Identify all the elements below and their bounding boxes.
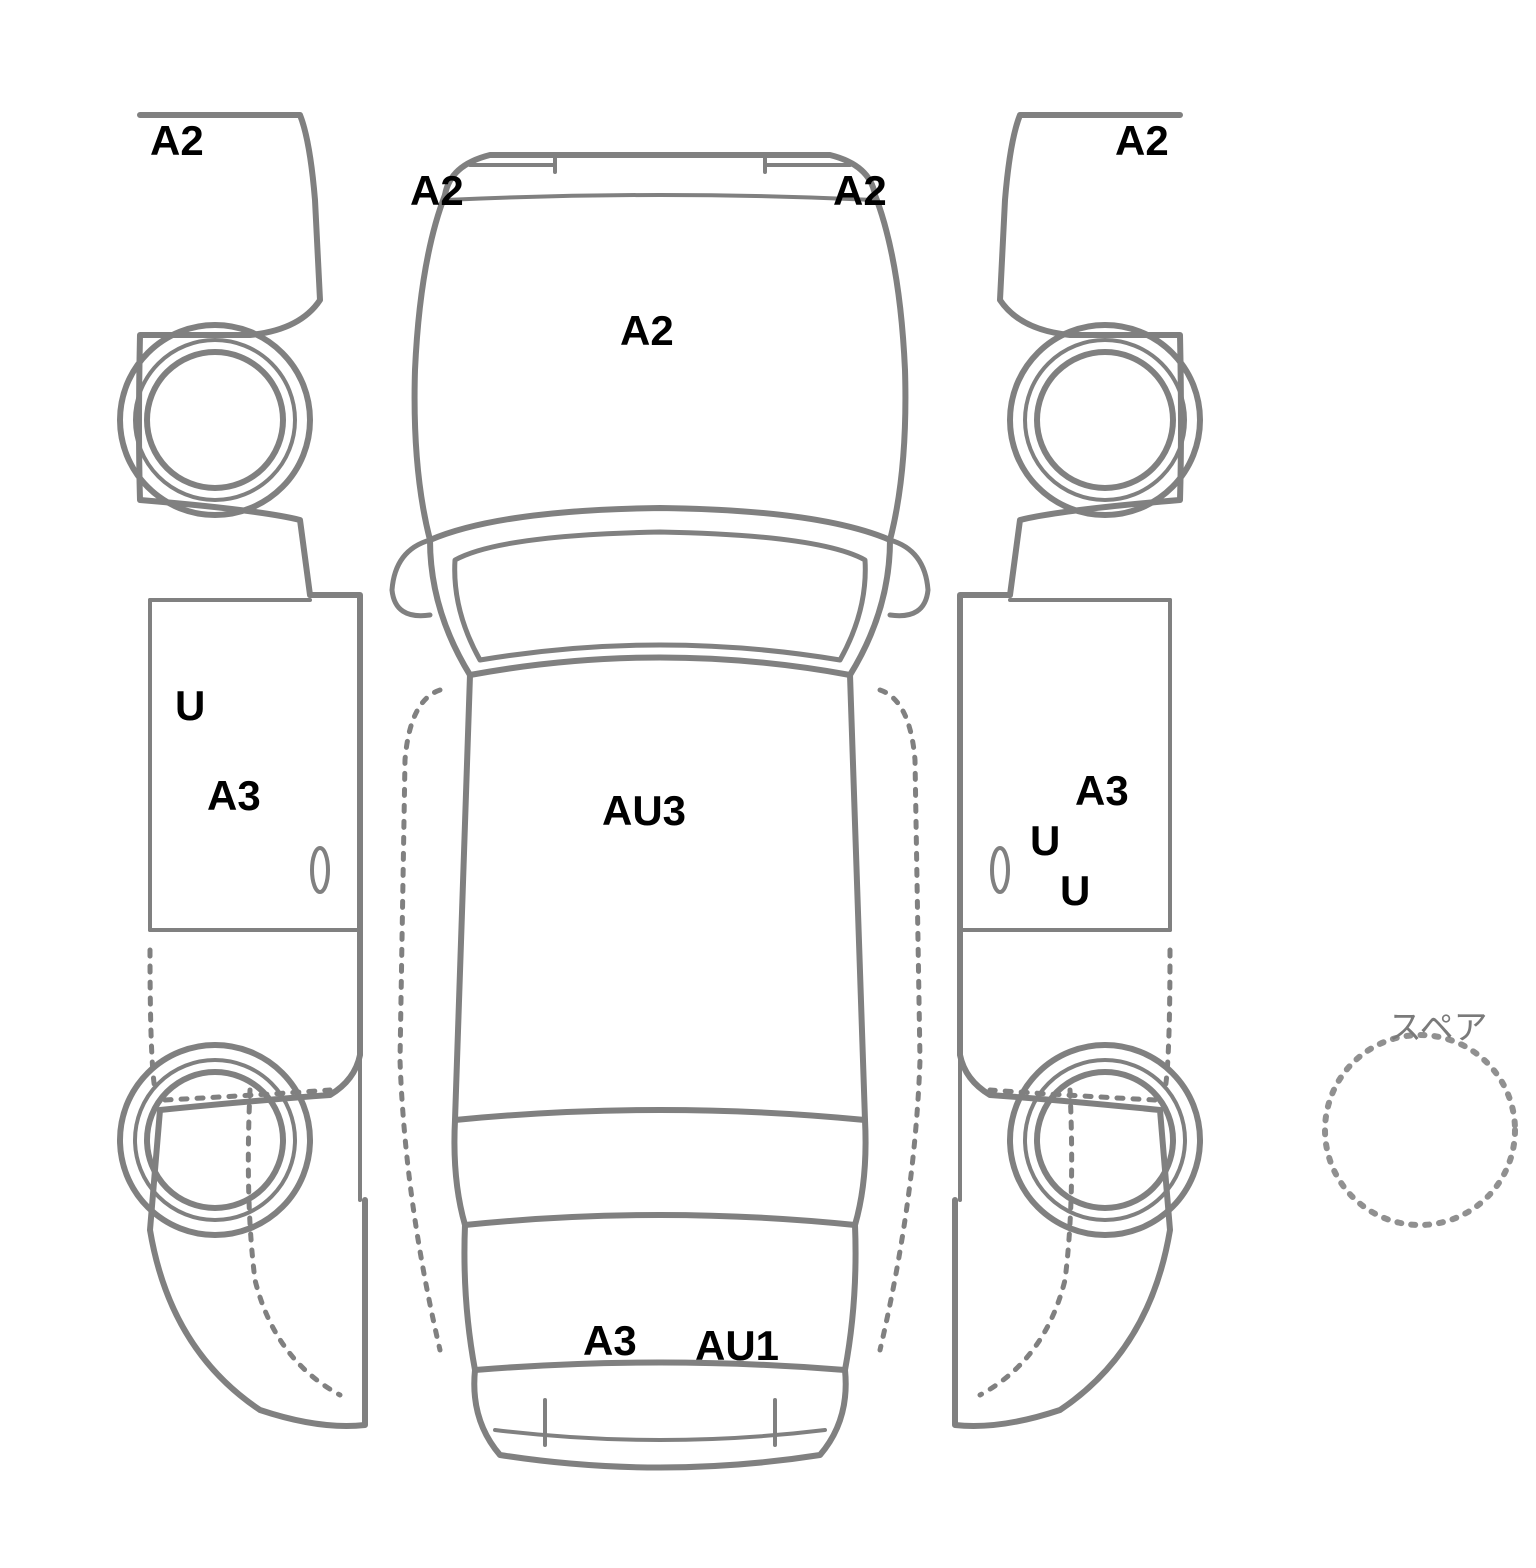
label-au1-trunk: AU1	[695, 1325, 779, 1367]
label-a2-bumper-left: A2	[410, 170, 464, 212]
spare-tire	[1325, 1035, 1515, 1225]
label-au3-roof: AU3	[602, 790, 686, 832]
left-front-wheel	[120, 325, 310, 515]
right-rear-wheel	[1010, 1045, 1200, 1235]
label-u-right-door-2: U	[1060, 870, 1090, 912]
vehicle-diagram: A2 A2 A2 A2 A2 U A3 AU3 A3 U U A3 AU1 スペ…	[0, 0, 1536, 1568]
label-u-left-door: U	[175, 685, 205, 727]
label-a2-bumper-right: A2	[833, 170, 887, 212]
spare-tire-label: スペア	[1388, 1000, 1488, 1049]
left-rear-wheel	[120, 1045, 310, 1235]
right-front-wheel	[1010, 325, 1200, 515]
label-a3-trunk: A3	[583, 1320, 637, 1362]
label-a2-left-fender: A2	[150, 120, 204, 162]
label-u-right-door-1: U	[1030, 820, 1060, 862]
label-a3-left-door: A3	[207, 775, 261, 817]
label-a2-right-fender: A2	[1115, 120, 1169, 162]
label-a2-bonnet: A2	[620, 310, 674, 352]
label-a3-right-door: A3	[1075, 770, 1129, 812]
